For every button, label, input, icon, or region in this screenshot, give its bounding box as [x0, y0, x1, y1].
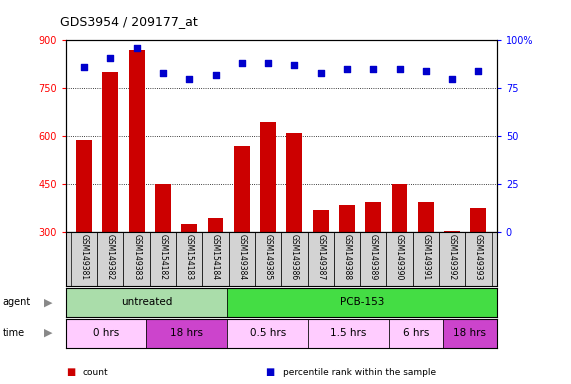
Text: percentile rank within the sample: percentile rank within the sample	[283, 368, 436, 377]
Bar	[365, 202, 381, 232]
Bar	[76, 139, 92, 232]
Text: 0 hrs: 0 hrs	[93, 328, 119, 338]
Bar	[313, 210, 328, 232]
Bar	[413, 232, 439, 286]
Text: GSM154183: GSM154183	[184, 234, 194, 280]
Point	[158, 70, 167, 76]
Point	[395, 66, 404, 72]
Bar	[147, 319, 227, 348]
Bar	[444, 231, 460, 232]
Bar	[260, 122, 276, 232]
Bar	[471, 208, 486, 232]
Text: GSM149387: GSM149387	[316, 234, 325, 280]
Text: GSM149383: GSM149383	[132, 234, 141, 280]
Point	[184, 76, 194, 82]
Bar	[418, 202, 434, 232]
Bar	[176, 232, 202, 286]
Point	[474, 68, 483, 74]
Bar	[387, 232, 413, 286]
Bar	[208, 218, 223, 232]
Point	[316, 70, 325, 76]
Text: GSM149381: GSM149381	[79, 234, 89, 280]
Bar	[228, 232, 255, 286]
Point	[343, 66, 352, 72]
Bar	[227, 319, 308, 348]
Bar	[71, 232, 97, 286]
Bar	[287, 133, 302, 232]
Bar	[439, 232, 465, 286]
Point	[369, 66, 378, 72]
Bar	[155, 184, 171, 232]
Text: 1.5 hrs: 1.5 hrs	[331, 328, 367, 338]
Text: agent: agent	[3, 297, 31, 308]
Bar	[389, 319, 443, 348]
Bar	[182, 224, 197, 232]
Text: PCB-153: PCB-153	[340, 297, 384, 308]
Point	[263, 60, 272, 66]
Text: untreated: untreated	[121, 297, 172, 308]
Point	[290, 62, 299, 68]
Text: GSM154184: GSM154184	[211, 234, 220, 280]
Point	[237, 60, 246, 66]
Bar	[66, 319, 147, 348]
Text: time: time	[3, 328, 25, 338]
Text: GSM149382: GSM149382	[106, 234, 115, 280]
Bar	[123, 232, 150, 286]
Text: count: count	[83, 368, 108, 377]
Bar	[227, 288, 497, 317]
Text: ▶: ▶	[45, 328, 53, 338]
Text: GSM149385: GSM149385	[264, 234, 272, 280]
Bar	[308, 319, 389, 348]
Point	[106, 55, 115, 61]
Text: GSM149389: GSM149389	[369, 234, 378, 280]
Text: GSM149388: GSM149388	[343, 234, 351, 280]
Bar	[465, 232, 492, 286]
Text: GSM149390: GSM149390	[395, 234, 404, 280]
Text: 18 hrs: 18 hrs	[170, 328, 203, 338]
Point	[211, 72, 220, 78]
Point	[421, 68, 431, 74]
Point	[79, 64, 89, 70]
Bar	[308, 232, 334, 286]
Text: GDS3954 / 209177_at: GDS3954 / 209177_at	[60, 15, 198, 28]
Bar	[202, 232, 228, 286]
Bar	[281, 232, 308, 286]
Text: GSM149384: GSM149384	[238, 234, 246, 280]
Text: ■: ■	[266, 367, 275, 377]
Bar	[339, 205, 355, 232]
Text: GSM149386: GSM149386	[290, 234, 299, 280]
Text: GSM154182: GSM154182	[158, 234, 167, 280]
Text: 18 hrs: 18 hrs	[453, 328, 486, 338]
Point	[132, 45, 141, 51]
Text: ■: ■	[66, 367, 75, 377]
Bar	[102, 72, 118, 232]
Bar	[334, 232, 360, 286]
Text: GSM149393: GSM149393	[474, 234, 483, 280]
Bar	[97, 232, 123, 286]
Point	[448, 76, 457, 82]
Bar	[128, 50, 144, 232]
Bar	[443, 319, 497, 348]
Text: GSM149391: GSM149391	[421, 234, 431, 280]
Text: GSM149392: GSM149392	[448, 234, 457, 280]
Bar	[360, 232, 387, 286]
Text: 6 hrs: 6 hrs	[403, 328, 429, 338]
Text: ▶: ▶	[45, 297, 53, 308]
Text: 0.5 hrs: 0.5 hrs	[250, 328, 286, 338]
Bar	[150, 232, 176, 286]
Bar	[392, 184, 407, 232]
Bar	[66, 288, 227, 317]
Bar	[255, 232, 282, 286]
Bar	[234, 146, 250, 232]
